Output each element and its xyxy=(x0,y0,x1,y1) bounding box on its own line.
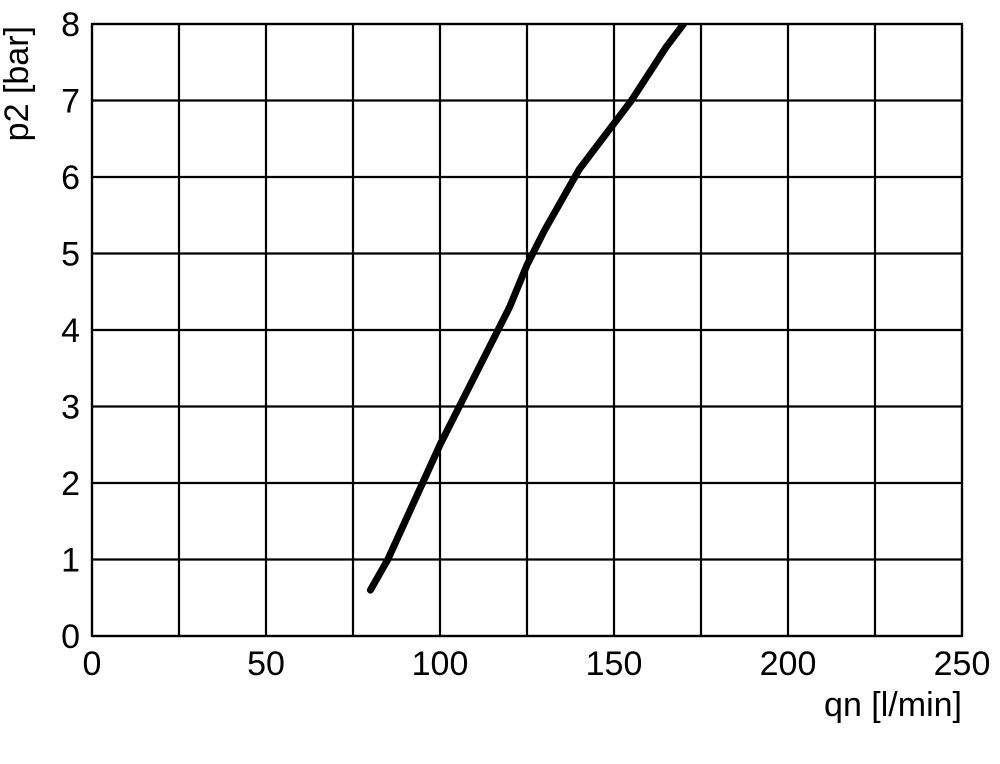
y-tick-label: 5 xyxy=(61,235,80,273)
line-chart: 0 50 100 150 200 250 0 1 2 3 4 5 6 7 8 qn [l/min] p2 [ba… xyxy=(0,0,1000,764)
y-tick-label: 0 xyxy=(61,618,80,656)
x-tick-label: 250 xyxy=(934,645,991,683)
y-tick-label: 2 xyxy=(61,465,80,503)
x-tick-label: 150 xyxy=(586,645,643,683)
y-tick-label: 6 xyxy=(61,159,80,197)
y-tick-label: 1 xyxy=(61,541,80,579)
y-tick-label: 4 xyxy=(61,312,80,350)
y-tick-label: 3 xyxy=(61,388,80,426)
chart-container: 0 50 100 150 200 250 0 1 2 3 4 5 6 7 8 qn [l/min] p2 [ba… xyxy=(0,0,1000,764)
y-tick-label: 8 xyxy=(61,6,80,44)
x-tick-label: 50 xyxy=(247,645,285,683)
y-axis-title: p2 [bar] xyxy=(0,26,36,141)
x-tick-label: 100 xyxy=(412,645,469,683)
x-tick-label: 200 xyxy=(760,645,817,683)
x-tick-label: 0 xyxy=(83,645,102,683)
x-axis-title: qn [l/min] xyxy=(824,686,962,724)
y-tick-label: 7 xyxy=(61,82,80,120)
